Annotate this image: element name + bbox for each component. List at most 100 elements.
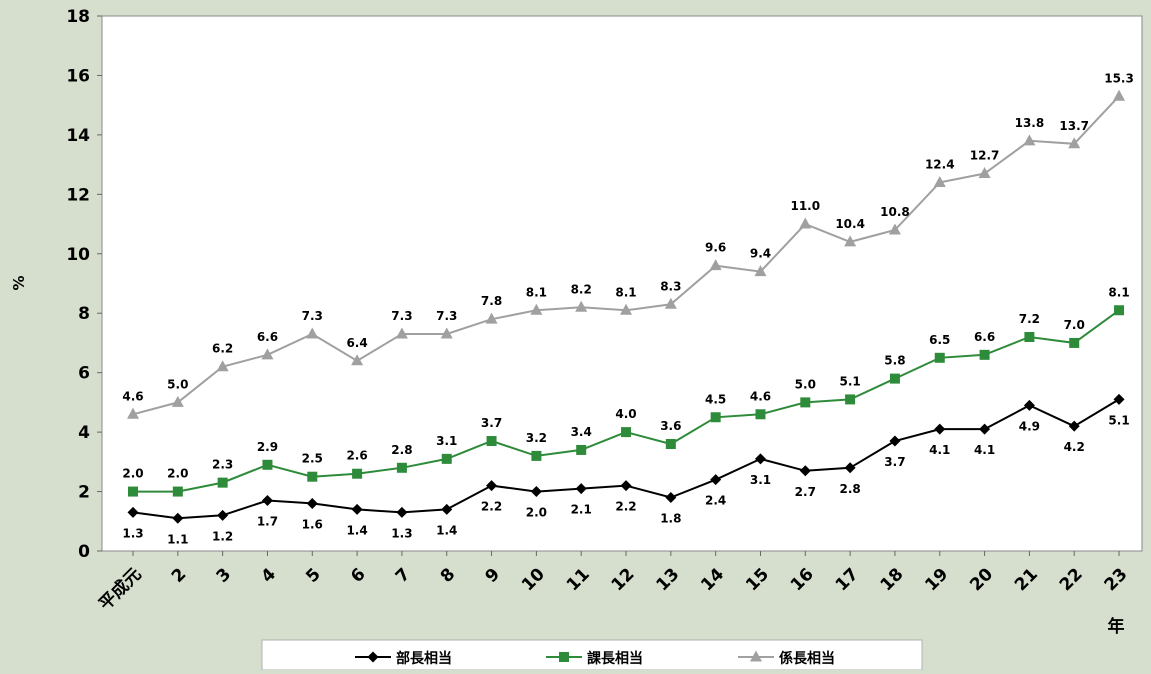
data-point-square xyxy=(128,486,138,497)
data-point-square xyxy=(889,373,900,384)
data-label: 4.1 xyxy=(929,443,950,457)
x-tick-label: 12 xyxy=(608,564,639,595)
data-point-triangle xyxy=(664,297,677,309)
legend-label: 係長相当 xyxy=(779,650,835,667)
data-label: 2.5 xyxy=(302,452,323,466)
data-point-square xyxy=(559,652,569,662)
series-triangle: 4.6 5.0 6.2 6.6 7.3 6.4 7.3 7.3 7.8 8.1 8.2 8.1 8.3 9… xyxy=(122,71,1134,419)
x-tick-label: 10 xyxy=(518,564,549,595)
data-label: 8.1 xyxy=(615,285,636,299)
data-point-diamond xyxy=(396,506,408,518)
data-point-triangle xyxy=(171,395,184,407)
data-label: 8.2 xyxy=(571,282,592,296)
data-point-triangle xyxy=(754,265,767,277)
data-point-triangle xyxy=(1113,89,1126,101)
data-point-square xyxy=(1069,337,1080,348)
data-label: 2.2 xyxy=(615,500,636,514)
data-label: 10.4 xyxy=(835,217,865,231)
x-tick-label: 9 xyxy=(482,564,505,587)
y-tick-label: 16 xyxy=(66,66,90,86)
data-point-diamond xyxy=(889,435,901,447)
data-label: 5.0 xyxy=(167,377,188,391)
data-point-triangle xyxy=(1023,134,1036,146)
y-tick-label: 0 xyxy=(78,542,90,562)
x-tick-label: 23 xyxy=(1101,564,1132,595)
data-label: 7.3 xyxy=(436,309,457,323)
x-tick-label: 5 xyxy=(302,564,325,587)
data-label: 9.4 xyxy=(750,247,771,261)
data-label: 1.3 xyxy=(391,526,412,540)
data-label: 8.3 xyxy=(660,279,681,293)
data-point-square xyxy=(845,394,856,405)
x-axis-title: 年 xyxy=(1108,616,1125,637)
y-tick-label: 2 xyxy=(78,483,90,503)
data-point-diamond xyxy=(710,474,722,486)
data-label: 3.1 xyxy=(750,473,771,487)
data-point-triangle xyxy=(933,175,946,187)
x-axis: 平成元 2 3 4 5 6 7 8 9 10 11 12 13 14 15 16 17 18 19 20 21 22 23 xyxy=(95,551,1132,615)
data-point-diamond xyxy=(799,465,811,477)
data-point-diamond xyxy=(306,497,318,509)
x-tick-label: 22 xyxy=(1056,564,1087,595)
x-tick-label: 6 xyxy=(347,564,370,587)
data-label: 1.4 xyxy=(346,523,367,537)
data-point-diamond xyxy=(1113,393,1125,405)
x-tick-label: 15 xyxy=(742,564,773,595)
data-point-triangle xyxy=(978,167,991,179)
data-label: 1.4 xyxy=(436,523,457,537)
data-label: 12.7 xyxy=(970,149,1000,163)
x-tick-label: 11 xyxy=(563,564,594,595)
data-label: 5.8 xyxy=(884,354,905,368)
series-diamond: 1.3 1.1 1.2 1.7 1.6 1.4 1.3 1.4 2.2 2.0 2.1 2.2 1.8 2… xyxy=(122,393,1130,546)
x-tick-label: 20 xyxy=(966,564,997,595)
x-tick-label: 14 xyxy=(697,564,728,595)
data-point-triangle xyxy=(575,300,588,312)
data-point-diamond xyxy=(665,492,677,503)
x-tick-label: 18 xyxy=(877,564,908,595)
data-label: 2.0 xyxy=(122,467,143,481)
data-point-diamond xyxy=(486,480,498,492)
data-label: 3.7 xyxy=(884,455,905,469)
x-tick-label: 7 xyxy=(392,564,415,587)
data-point-square xyxy=(934,352,945,363)
data-point-triangle xyxy=(530,303,543,315)
data-point-diamond xyxy=(620,480,632,492)
data-point-diamond xyxy=(530,486,542,498)
data-label: 3.7 xyxy=(481,416,502,430)
data-point-square xyxy=(441,453,452,464)
x-tick-label: 16 xyxy=(787,564,818,595)
legend-label: 課長相当 xyxy=(587,650,643,667)
data-label: 7.2 xyxy=(1019,312,1040,326)
y-tick-label: 18 xyxy=(66,7,90,27)
x-tick-label: 21 xyxy=(1011,564,1042,595)
data-label: 6.5 xyxy=(929,333,950,347)
data-point-square xyxy=(979,349,990,360)
data-point-triangle xyxy=(888,223,901,235)
data-point-square xyxy=(307,471,318,482)
data-label: 15.3 xyxy=(1104,71,1134,85)
data-point-square xyxy=(576,444,587,455)
data-point-triangle xyxy=(306,327,319,339)
data-label: 12.4 xyxy=(925,157,955,171)
data-point-diamond xyxy=(754,453,766,465)
data-label: 5.1 xyxy=(839,374,860,388)
data-point-diamond xyxy=(351,503,363,515)
data-label: 2.0 xyxy=(526,506,547,520)
data-label: 2.2 xyxy=(481,500,502,514)
data-point-triangle xyxy=(351,354,364,366)
data-point-triangle xyxy=(395,327,408,339)
legend: 部長相当 課長相当 係長相当 xyxy=(261,639,923,671)
x-tick-label: 2 xyxy=(168,564,191,587)
y-tick-label: 10 xyxy=(66,245,90,265)
data-label: 3.2 xyxy=(526,431,547,445)
y-tick-label: 4 xyxy=(78,423,90,443)
data-point-square xyxy=(486,436,497,447)
data-point-diamond xyxy=(934,423,946,435)
data-label: 3.4 xyxy=(571,425,592,439)
data-point-diamond xyxy=(844,462,856,474)
data-label: 3.1 xyxy=(436,434,457,448)
data-point-diamond xyxy=(127,506,139,518)
legend-label: 部長相当 xyxy=(396,650,452,667)
data-point-square xyxy=(710,412,721,423)
